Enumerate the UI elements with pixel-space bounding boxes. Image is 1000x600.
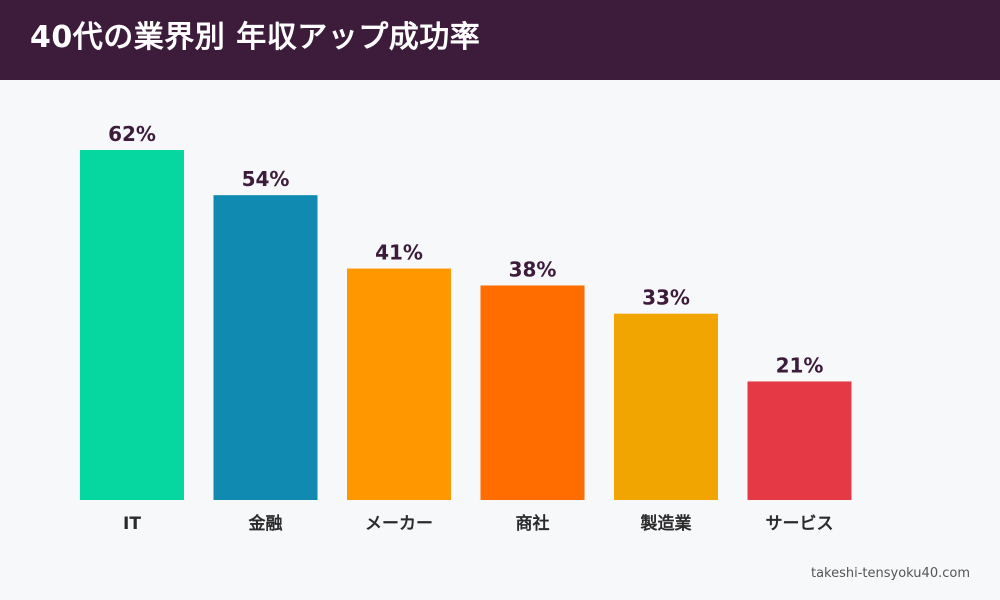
bar	[480, 285, 585, 500]
chart-title: 40代の業界別 年収アップ成功率	[30, 20, 481, 55]
data-label: 33%	[642, 286, 690, 310]
title-bar: 40代の業界別 年収アップ成功率	[0, 0, 1000, 80]
bar	[347, 268, 451, 500]
bar	[80, 150, 184, 500]
data-label: 21%	[776, 353, 824, 377]
bar	[213, 195, 318, 500]
data-label: 38%	[509, 257, 557, 281]
category-label: 金融	[248, 513, 283, 534]
bar-series	[80, 150, 852, 500]
category-label: 商社	[516, 513, 550, 534]
data-label: 62%	[108, 122, 156, 146]
bar	[747, 381, 852, 500]
category-label: IT	[123, 514, 141, 534]
data-label: 54%	[242, 167, 290, 191]
source-url: takeshi-tensyoku40.com	[810, 566, 970, 581]
value-labels: 62% 54% 41% 38% 33% 21%	[108, 122, 823, 377]
category-label: 製造業	[640, 513, 692, 534]
category-labels: IT 金融 メーカー 商社 製造業 サービス	[123, 513, 833, 534]
category-label: サービス	[766, 514, 834, 534]
bar	[614, 313, 718, 500]
category-label: メーカー	[365, 514, 433, 534]
data-label: 41%	[375, 241, 423, 265]
